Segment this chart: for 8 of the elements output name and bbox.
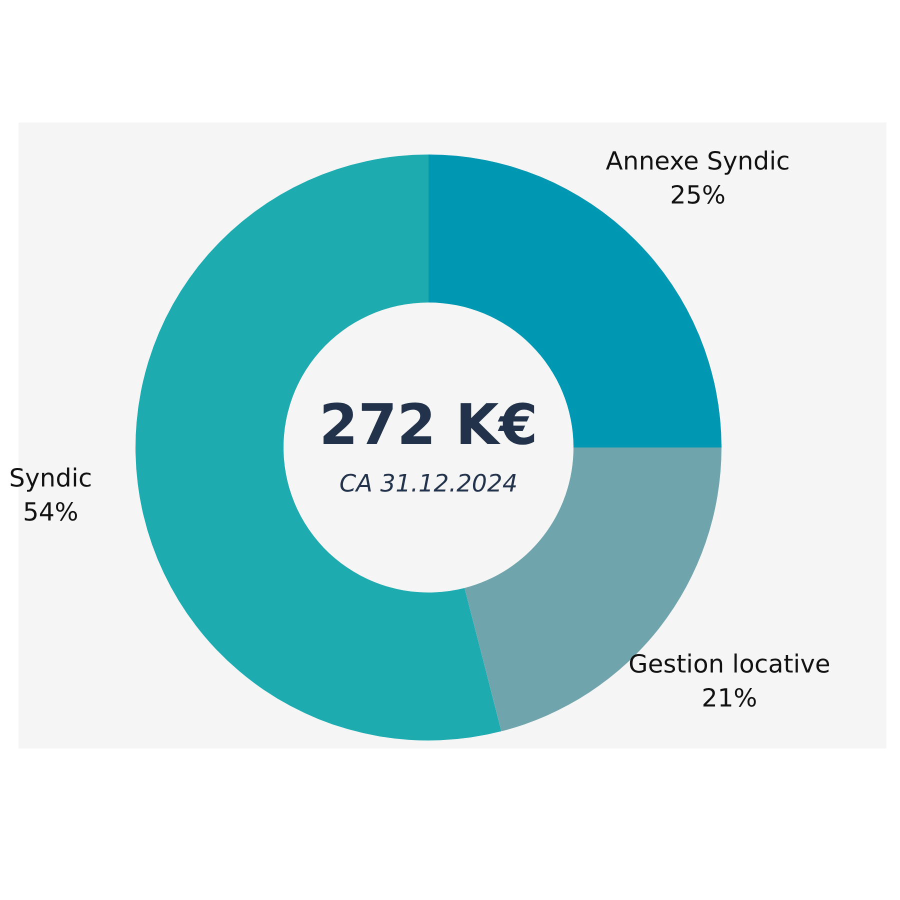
data-label: 54% <box>22 498 78 527</box>
data-label: 21% <box>702 683 758 712</box>
text: 272 K€ <box>319 393 538 458</box>
slice-label: Gestion locative <box>628 649 830 678</box>
slice-label: Annexe Syndic <box>606 146 790 176</box>
data-label: 25% <box>670 180 726 210</box>
slice-label: Syndic <box>9 464 92 493</box>
text: CA 31.12.2024 <box>339 470 518 498</box>
